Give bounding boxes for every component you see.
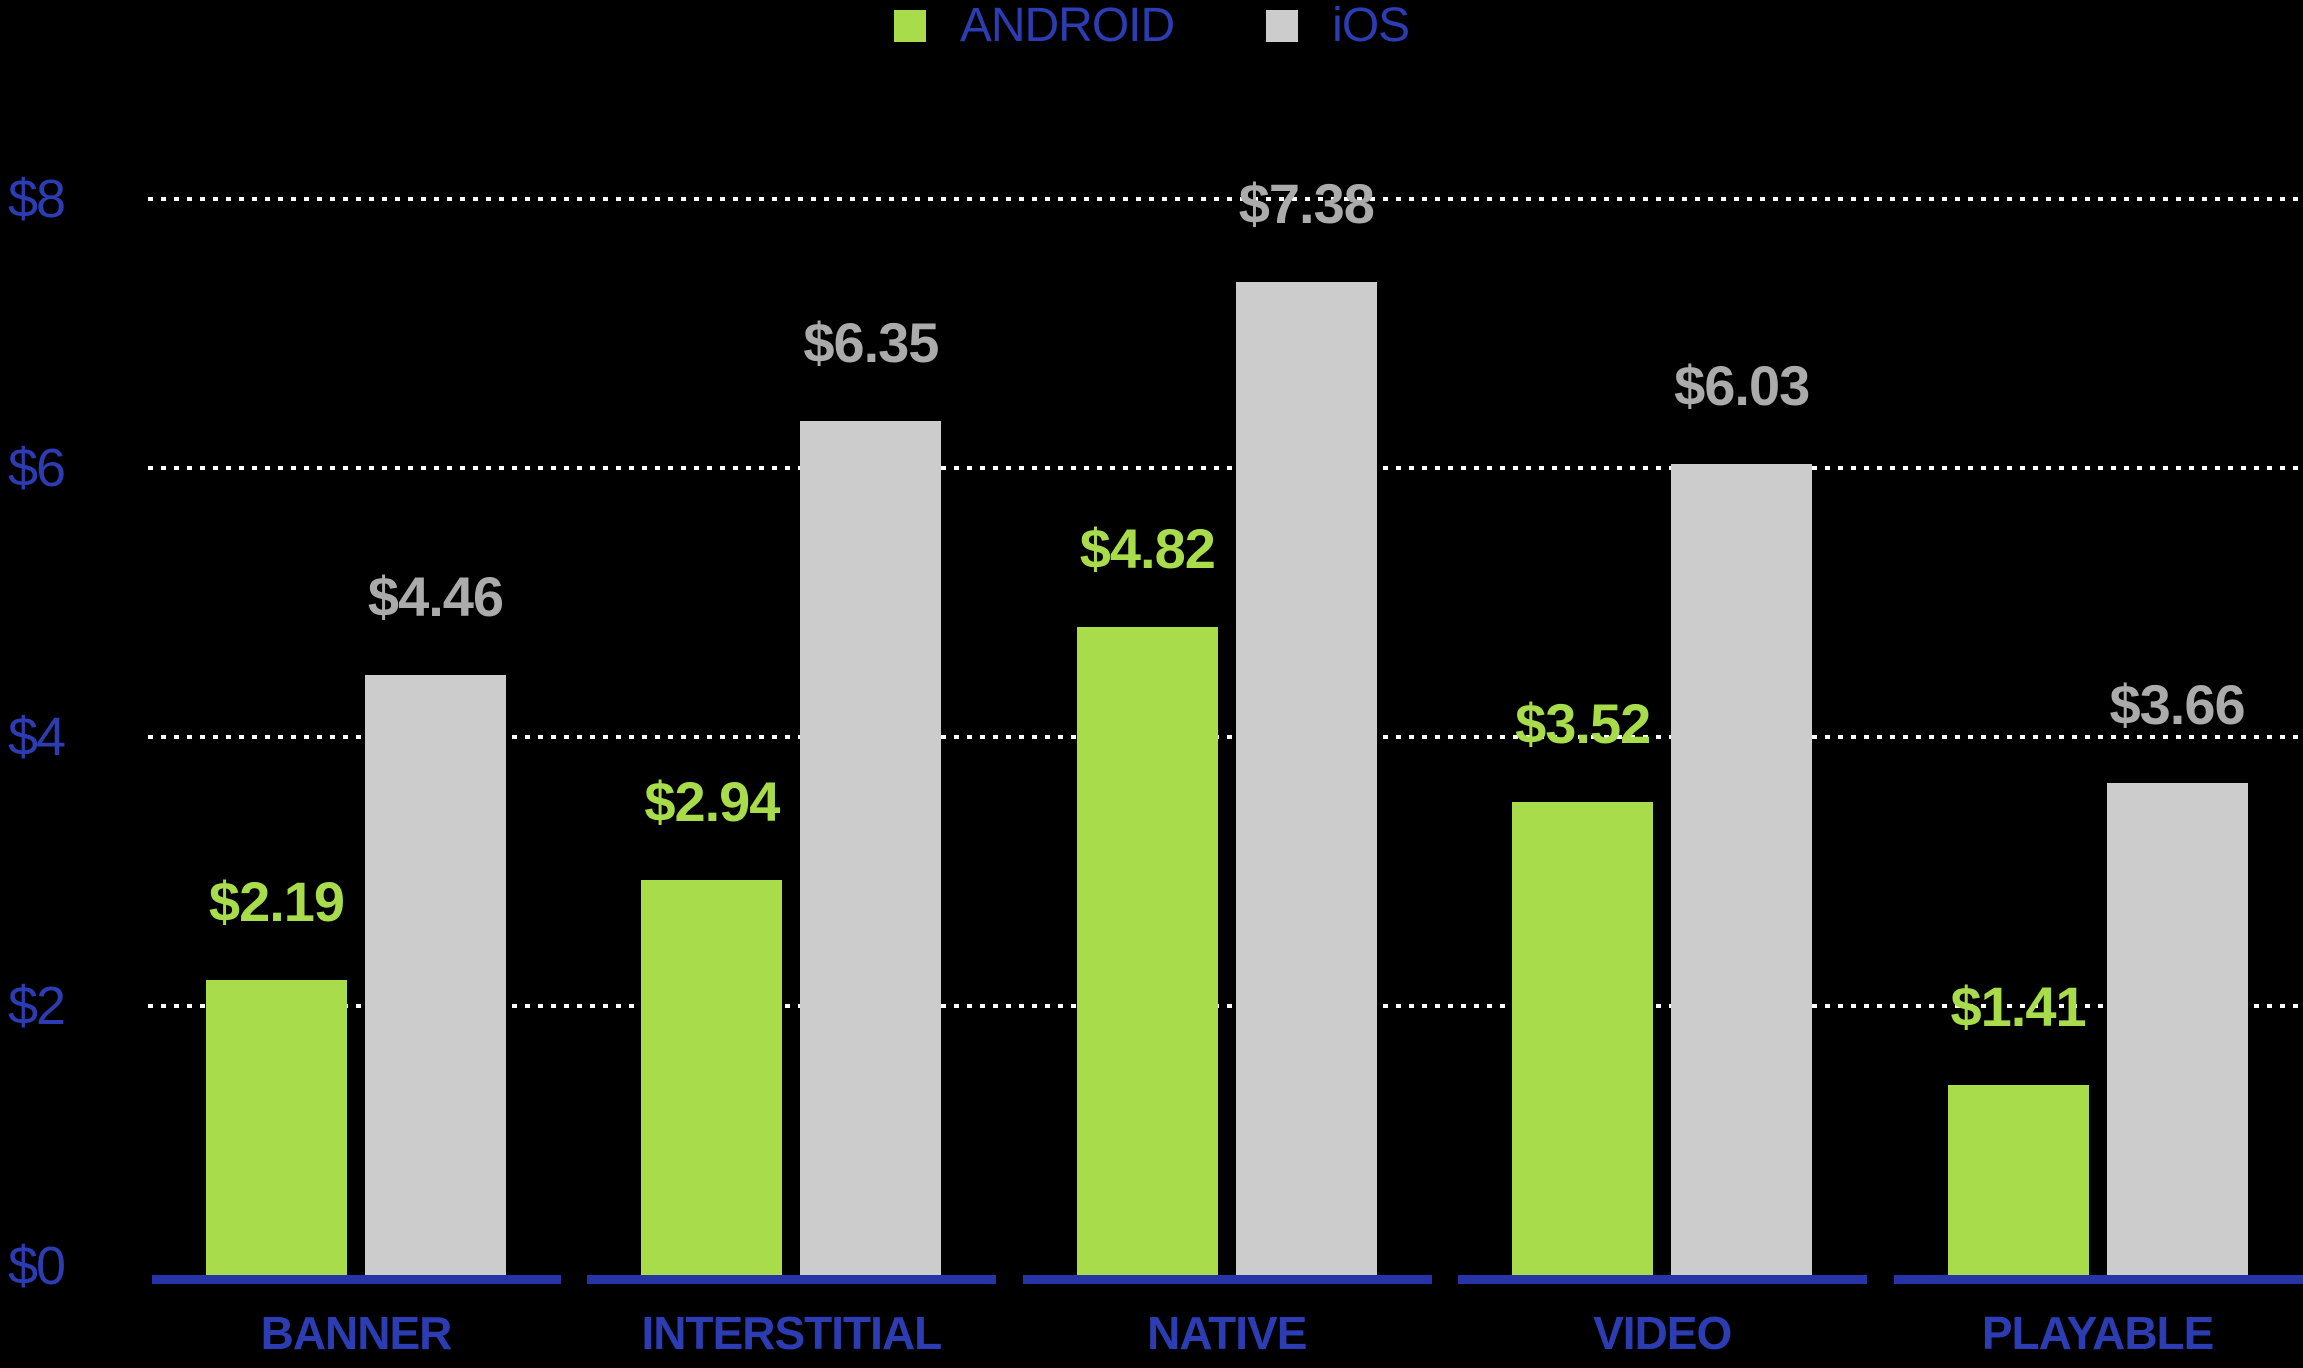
legend-item-ios: iOS xyxy=(1266,0,1410,52)
y-axis-label-6: $6 xyxy=(8,438,66,498)
bar-ios-native xyxy=(1235,282,1377,1275)
value-label-ios-playable: $3.66 xyxy=(2109,672,2246,736)
android-legend-label: ANDROID xyxy=(959,0,1175,52)
value-label-android-playable: $1.41 xyxy=(1950,975,2087,1039)
bar-ios-interstitial xyxy=(800,420,942,1275)
gridline-4 xyxy=(148,735,2303,739)
y-axis-label-8: $8 xyxy=(8,169,66,229)
y-axis-label-2: $2 xyxy=(8,976,66,1036)
category-label-video: VIDEO xyxy=(1593,1307,1732,1359)
value-label-ios-interstitial: $6.35 xyxy=(803,310,939,374)
gridline-2 xyxy=(148,1004,2303,1008)
y-axis-label-4: $4 xyxy=(8,707,66,767)
value-label-android-native: $4.82 xyxy=(1079,516,1216,580)
category-label-banner: BANNER xyxy=(260,1307,453,1359)
value-label-ios-native: $7.38 xyxy=(1238,172,1375,236)
value-label-ios-video: $6.03 xyxy=(1674,353,1810,417)
value-label-android-banner: $2.19 xyxy=(208,870,345,934)
legend: ANDROID iOS xyxy=(0,0,2303,52)
legend-item-android: ANDROID xyxy=(893,0,1175,52)
category-label-interstitial: INTERSTITIAL xyxy=(641,1307,943,1359)
x-axis-segment-video xyxy=(1458,1275,1868,1284)
x-axis-segment-interstitial xyxy=(587,1275,997,1284)
gridline-8 xyxy=(148,197,2303,201)
bar-ios-video xyxy=(1671,463,1813,1275)
bar-ios-playable xyxy=(2106,782,2248,1275)
category-label-playable: PLAYABLE xyxy=(1981,1307,2214,1359)
y-axis-label-0: $0 xyxy=(8,1236,66,1296)
x-axis-segment-native xyxy=(1022,1275,1432,1284)
ios-swatch-icon xyxy=(1266,10,1299,42)
x-axis-segment-banner xyxy=(152,1275,561,1284)
android-swatch-icon xyxy=(893,10,926,42)
bar-android-native xyxy=(1076,626,1218,1275)
bar-android-video xyxy=(1512,801,1654,1275)
value-label-android-interstitial: $2.94 xyxy=(644,769,780,833)
bar-android-banner xyxy=(206,980,347,1275)
gridline-6 xyxy=(148,466,2303,470)
value-label-android-video: $3.52 xyxy=(1515,691,1651,755)
category-label-native: NATIVE xyxy=(1147,1307,1307,1359)
bar-android-interstitial xyxy=(641,879,783,1275)
x-axis-segment-playable xyxy=(1893,1275,2303,1284)
bar-android-playable xyxy=(1947,1085,2089,1275)
value-label-ios-banner: $4.46 xyxy=(367,565,504,629)
bar-ios-banner xyxy=(365,675,506,1275)
ios-legend-label: iOS xyxy=(1332,0,1410,52)
